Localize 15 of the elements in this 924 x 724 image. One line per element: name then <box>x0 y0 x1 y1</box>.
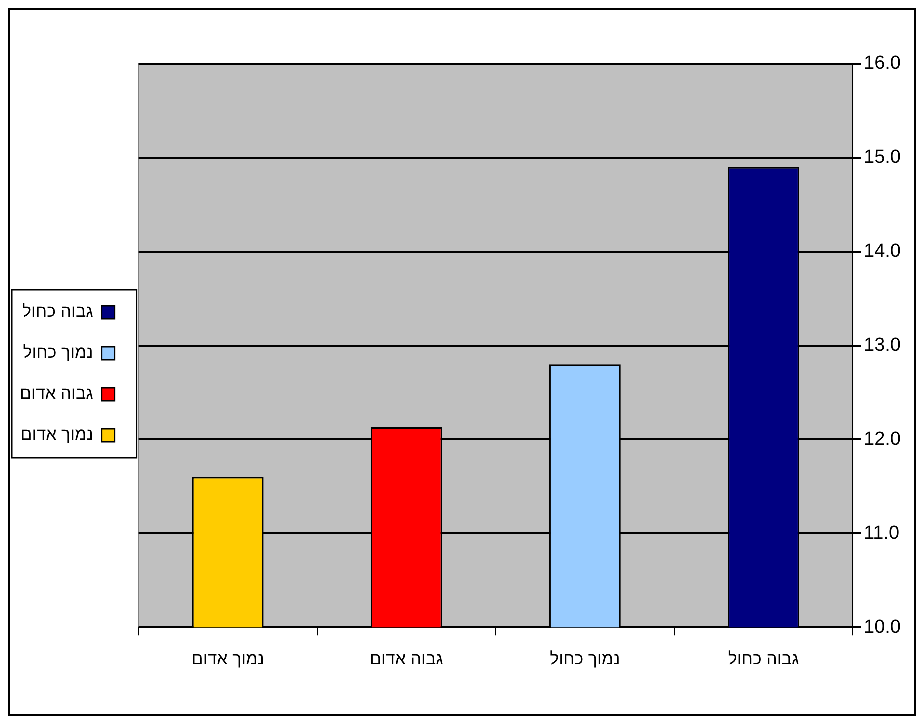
x-tick-label: גבוה אדום <box>370 649 444 668</box>
y-tick-label: 11.0 <box>864 522 900 544</box>
x-tick-label: גבוה כחול <box>728 649 800 668</box>
y-tick-label: 13.0 <box>864 335 902 356</box>
legend-label: גבוה כחול <box>22 302 94 322</box>
y-tick-label: 16.0 <box>864 53 902 74</box>
legend-label: גבוה אדום <box>20 384 94 404</box>
legend-label: נמוך כחול <box>23 343 94 362</box>
x-tick-label: נמוך אדום <box>192 649 264 668</box>
y-tick-label: 12.0 <box>864 428 902 450</box>
y-tick-label: 15.0 <box>864 147 902 168</box>
x-tick-label: נמוך כחול <box>550 649 620 668</box>
legend-label: נמוך אדום <box>20 425 94 444</box>
y-tick-label: 14.0 <box>864 241 902 262</box>
y-tick-label: 10.0 <box>864 616 902 638</box>
